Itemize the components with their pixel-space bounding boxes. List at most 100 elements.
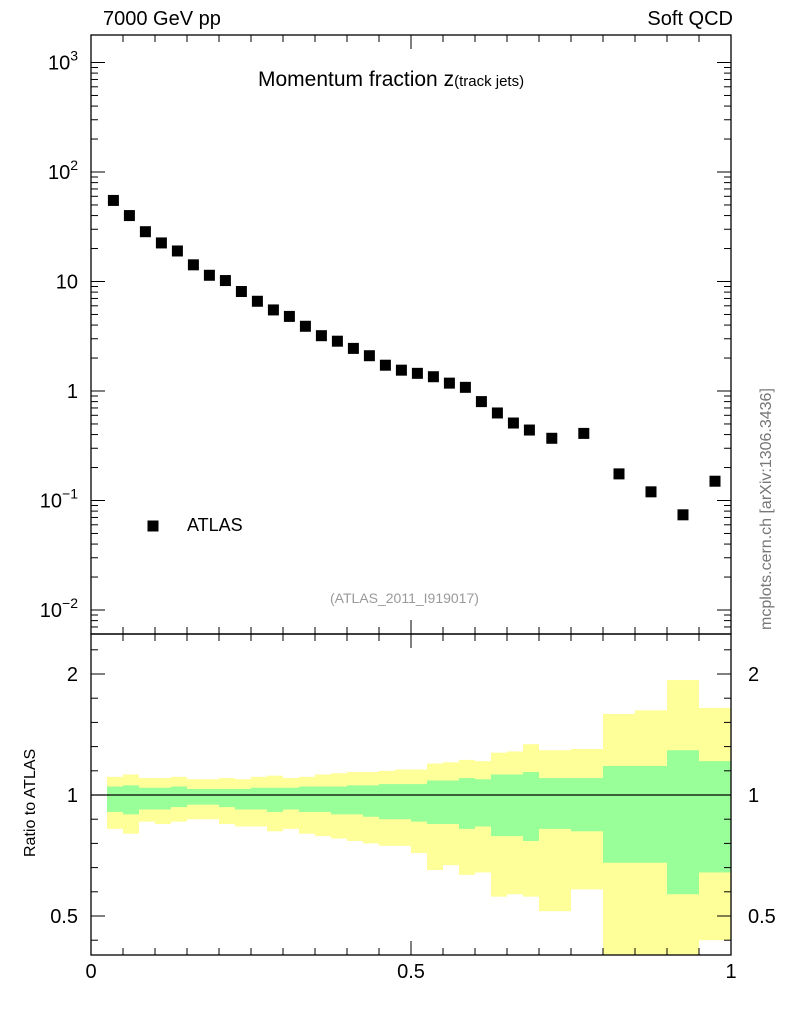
upper-frame-rect (90, 34, 732, 635)
inner-band-bin (251, 787, 267, 810)
chart-title-sub: (track jets) (454, 73, 525, 90)
ratio-tick-label-right: 2 (748, 664, 759, 686)
inner-band-bin (107, 786, 123, 812)
data-point (235, 286, 247, 298)
data-markers (107, 194, 721, 521)
inner-band-bin (491, 774, 507, 837)
x-tick-label: 1 (725, 961, 736, 983)
inner-band-bin (443, 780, 459, 825)
watermark-label: mcplots.cern.ch [arXiv:1306.3436] (758, 388, 775, 630)
legend-label: ATLAS (187, 515, 243, 535)
inner-band-bin (523, 772, 539, 841)
y-tick-label: 10−1 (40, 486, 78, 513)
x-tick-label: 0.5 (397, 961, 425, 983)
data-point (331, 335, 343, 347)
data-point (251, 295, 263, 307)
inner-band-bin (283, 787, 299, 810)
inner-band-bin (539, 778, 571, 829)
data-point (267, 304, 279, 316)
data-point (203, 269, 215, 281)
inner-band-bin (411, 784, 427, 822)
inner-band-bin (219, 788, 235, 808)
inner-band-bin (427, 780, 443, 825)
data-point (155, 237, 167, 249)
chart-title-main: Momentum fraction z (258, 68, 455, 91)
inner-band-bin (699, 761, 731, 873)
y-tick-label: 1 (67, 381, 78, 403)
data-point (507, 417, 519, 429)
inner-band-bin (475, 779, 491, 827)
data-point (613, 468, 625, 480)
ratio-tick-label-left: 0.5 (50, 906, 78, 928)
inner-band-bin (363, 785, 379, 817)
data-point (379, 359, 391, 371)
inner-band-bin (603, 765, 635, 863)
data-point (709, 475, 721, 487)
inner-band-bin (171, 786, 187, 808)
data-point (427, 371, 439, 383)
energy-label: 7000 GeV pp (103, 8, 221, 30)
inner-band-bin (667, 750, 699, 895)
inner-band-bin (507, 774, 523, 837)
data-point (459, 381, 471, 393)
data-point (411, 367, 423, 379)
data-point (677, 509, 689, 521)
legend-marker-square (147, 520, 159, 532)
inner-band-bin (347, 785, 363, 815)
data-point (347, 342, 359, 354)
data-point (443, 377, 455, 389)
y-tick-label: 103 (48, 48, 78, 75)
analysis-id: (ATLAS_2011_I919017) (330, 590, 479, 606)
legend-marker (147, 520, 159, 532)
inner-band-bin (155, 787, 171, 810)
data-point (475, 396, 487, 408)
inner-band-bin (459, 778, 475, 829)
ratio-tick-label-left: 2 (67, 664, 78, 686)
inner-band-bin (203, 788, 219, 805)
data-point (219, 275, 231, 287)
inner-band-bin (379, 784, 395, 820)
y-tick-label: 10−2 (40, 595, 78, 622)
ratio-tick-label-right: 1 (748, 785, 759, 807)
ratio-bands (107, 680, 731, 955)
ratio-tick-label-left: 1 (67, 785, 78, 807)
data-point (283, 310, 295, 322)
inner-band-bin (187, 788, 203, 805)
process-label: Soft QCD (647, 8, 733, 30)
data-point (139, 226, 151, 238)
ratio-axis-ticks (90, 634, 732, 955)
upper-plot-frame (90, 34, 732, 635)
data-point (171, 245, 183, 257)
inner-band-bin (571, 778, 603, 832)
data-point (491, 407, 503, 419)
inner-band-bin (331, 786, 347, 815)
data-point (299, 320, 311, 332)
data-point (123, 210, 135, 222)
data-point (107, 194, 119, 206)
data-point (578, 427, 590, 439)
inner-band-bin (635, 765, 667, 863)
data-point (363, 350, 375, 362)
upper-axis-ticks (90, 35, 732, 634)
inner-band-bin (235, 788, 251, 810)
data-point (395, 364, 407, 376)
data-point (315, 330, 327, 342)
y-tick-label: 10 (56, 272, 78, 294)
outer-band-bin (539, 750, 571, 912)
chart-title: Momentum fraction z(track jets) (258, 68, 524, 92)
x-tick-label: 0 (85, 961, 96, 983)
inner-band-bin (123, 785, 139, 815)
inner-band-bin (395, 784, 411, 820)
inner-band-bin (315, 786, 331, 812)
data-point (645, 486, 657, 498)
inner-band-bin (267, 787, 283, 812)
data-point (523, 424, 535, 436)
data-point (187, 259, 199, 271)
inner-band-bin (299, 786, 315, 812)
ratio-y-axis-label: Ratio to ATLAS (22, 748, 39, 857)
ratio-tick-label-right: 0.5 (748, 906, 776, 928)
inner-band-bin (139, 787, 155, 810)
y-tick-label: 102 (48, 157, 78, 184)
